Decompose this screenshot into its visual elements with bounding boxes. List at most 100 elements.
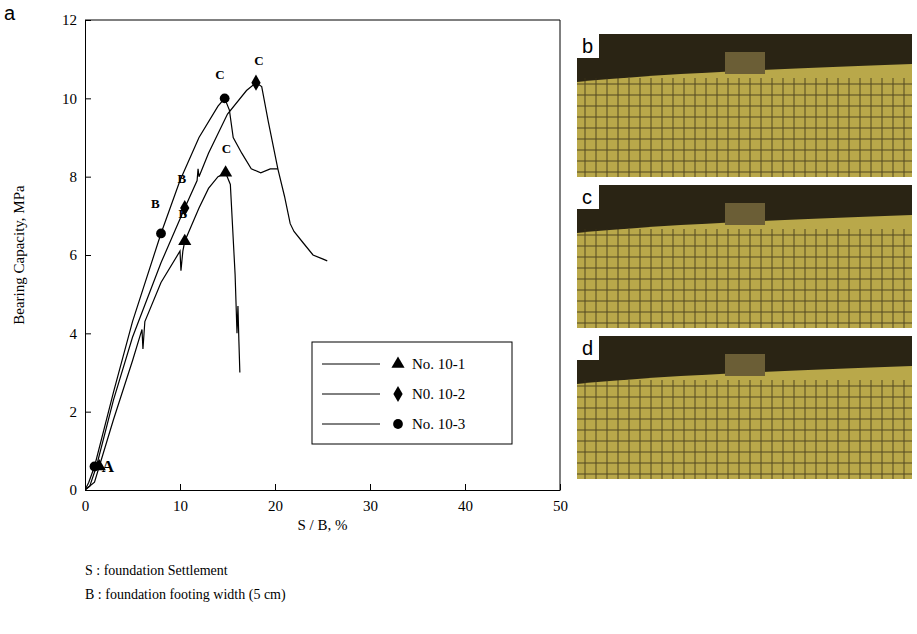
- panel-label: c: [582, 186, 592, 208]
- tick-label: 8: [70, 169, 78, 185]
- grid-line: [577, 312, 912, 313]
- grid-line: [577, 246, 912, 247]
- grid-line: [577, 301, 912, 302]
- tick-label: 10: [173, 498, 188, 514]
- tick-mark: [465, 484, 466, 490]
- tick-label: 12: [62, 12, 77, 28]
- legend-line: [322, 364, 380, 365]
- grid-line: [577, 430, 912, 431]
- grid-line: [577, 95, 912, 96]
- x-axis-title: S / B, %: [297, 517, 347, 533]
- series-line: [85, 98, 278, 490]
- x-axis: 0 10 20 30 40 50: [82, 484, 568, 514]
- legend-line: [322, 394, 380, 395]
- tick-mark: [85, 333, 91, 334]
- panel-label: a: [4, 2, 16, 24]
- tick: 20: [268, 484, 283, 514]
- footing: [725, 354, 765, 376]
- grid-line: [577, 117, 912, 118]
- annotation: B: [151, 196, 160, 211]
- tick-mark: [85, 490, 91, 491]
- soil: [577, 64, 912, 177]
- legend-line: [322, 424, 380, 425]
- marker: [156, 229, 166, 239]
- annotation: B: [178, 171, 187, 186]
- grid-line: [577, 408, 912, 409]
- panel-label: d: [582, 337, 593, 359]
- grid-line: [577, 106, 912, 107]
- annotation: C: [254, 53, 263, 68]
- tick-mark: [180, 484, 181, 490]
- grid-line: [577, 397, 912, 398]
- photo-panel: c: [577, 185, 912, 328]
- tick-label: 6: [70, 247, 78, 263]
- tick-label: 20: [268, 498, 283, 514]
- grid-line: [577, 419, 912, 420]
- y-axis: 0 2 4 6 8 10 12: [62, 12, 91, 498]
- series-line: [85, 173, 240, 490]
- photo-bg: [577, 34, 912, 177]
- grid-line: [577, 441, 912, 442]
- photo-bg: [577, 185, 912, 328]
- legend-marker: [393, 386, 402, 402]
- tick-mark: [85, 98, 91, 99]
- tick: 8: [70, 169, 92, 185]
- frame: [560, 20, 561, 490]
- tick-label: 30: [363, 498, 378, 514]
- tick: 2: [70, 404, 92, 420]
- tick: 6: [70, 247, 92, 263]
- grid-line: [577, 386, 912, 387]
- tick: 10: [173, 484, 188, 514]
- grid-line: [577, 139, 912, 140]
- legend-label: N0. 10-2: [412, 386, 465, 402]
- grid-line: [577, 84, 912, 85]
- grid-line: [577, 161, 912, 162]
- grid-line: [577, 474, 912, 475]
- tick-label: 50: [553, 498, 568, 514]
- annotation: B: [179, 206, 188, 221]
- y-axis-title: Bearing Capacity, MPa: [11, 185, 27, 325]
- grid-line: [577, 268, 912, 269]
- marker: [90, 462, 100, 472]
- tick-label: 40: [458, 498, 473, 514]
- tick-label: 0: [82, 498, 90, 514]
- photo-panel: d: [577, 336, 912, 479]
- tick-label: 0: [70, 482, 78, 498]
- tick-mark: [85, 255, 91, 256]
- grid-line: [577, 290, 912, 291]
- photo-panel: b: [577, 34, 912, 177]
- photo-grid: [577, 78, 912, 177]
- photo-label-bg: [577, 34, 599, 58]
- annotation: A: [102, 457, 115, 476]
- photo-grid: [577, 380, 912, 479]
- annotation: C: [215, 67, 224, 82]
- tick-label: 2: [70, 404, 78, 420]
- soil: [577, 366, 912, 479]
- grid-line: [577, 257, 912, 258]
- grid-line: [577, 172, 912, 173]
- legend-box: [312, 342, 512, 444]
- soil: [577, 215, 912, 328]
- plot: [85, 75, 327, 490]
- grid-line: [577, 463, 912, 464]
- tick: 4: [70, 326, 92, 342]
- legend-label: No. 10-1: [412, 356, 465, 372]
- grid-line: [577, 128, 912, 129]
- grid-line: [577, 235, 912, 236]
- tick-label: 10: [62, 91, 77, 107]
- tick-mark: [85, 412, 91, 413]
- footing: [725, 52, 765, 74]
- marker: [251, 75, 260, 91]
- tick-mark: [275, 484, 276, 490]
- photo-label-bg: [577, 336, 599, 360]
- photo-bg: [577, 336, 912, 479]
- photo-grid: [577, 229, 912, 328]
- legend-marker: [391, 356, 404, 367]
- tick-mark: [370, 484, 371, 490]
- caption: S : foundation Settlement: [85, 563, 228, 578]
- panel-label: b: [582, 35, 593, 57]
- legend-label: No. 10-3: [412, 416, 465, 432]
- figure: a 0 10 20 30 40 50 0 2 4 6 8 10 12 S / B, % Bearing Cap…: [0, 0, 917, 634]
- tick-label: 4: [70, 326, 78, 342]
- marker: [219, 165, 232, 176]
